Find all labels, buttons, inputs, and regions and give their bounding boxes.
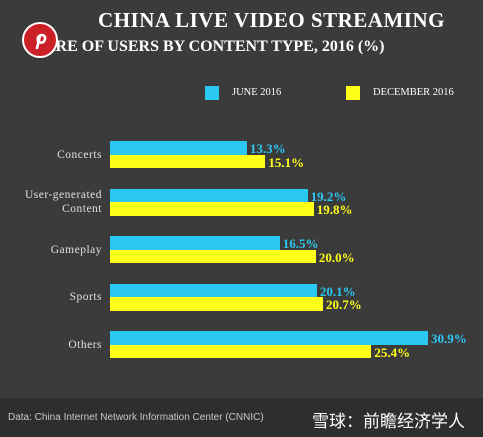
category-label: User-generated Content xyxy=(24,189,102,215)
bar xyxy=(110,236,280,250)
bar xyxy=(110,154,266,168)
value-label: 19.8% xyxy=(316,202,353,217)
value-label: 20.0% xyxy=(318,249,355,265)
footer-band xyxy=(0,398,483,437)
value-label: 15.1% xyxy=(268,154,305,170)
source: Data: China Internet Network Information… xyxy=(8,412,264,423)
category-label: Sports xyxy=(69,291,102,303)
legend-swatch xyxy=(205,86,219,100)
bar xyxy=(110,331,428,345)
value-label: 13.3% xyxy=(249,141,286,156)
category-label: Concerts xyxy=(57,148,102,161)
value-label: 25.4% xyxy=(374,344,411,360)
bar xyxy=(110,283,317,297)
legend-label: DECEMBER 2016 xyxy=(373,87,454,98)
bar xyxy=(110,188,308,202)
pinterest-glyph xyxy=(35,33,47,50)
chart-subtitle: ARE OF USERS BY CONTENT TYPE, 2016 (%) xyxy=(44,38,385,55)
bar xyxy=(110,344,372,358)
category-label: Others xyxy=(68,338,102,351)
bar xyxy=(110,141,247,155)
category-label: Gameplay xyxy=(50,243,102,256)
bar xyxy=(110,297,324,311)
chart-title: CHINA LIVE VIDEO STREAMING xyxy=(98,8,445,32)
value-label: 20.1% xyxy=(319,283,356,299)
bar xyxy=(110,202,314,216)
pinterest-icon[interactable] xyxy=(22,22,58,58)
value-label: 20.7% xyxy=(326,297,362,312)
value-label: 30.9% xyxy=(431,331,467,346)
value-label: 19.2% xyxy=(310,188,347,204)
legend-swatch xyxy=(346,86,360,100)
watermark: 雪球：前瞻经济学人 xyxy=(312,412,465,432)
bar xyxy=(110,249,316,263)
legend-label: JUNE 2016 xyxy=(232,87,282,98)
value-label: 16.5% xyxy=(282,236,319,251)
